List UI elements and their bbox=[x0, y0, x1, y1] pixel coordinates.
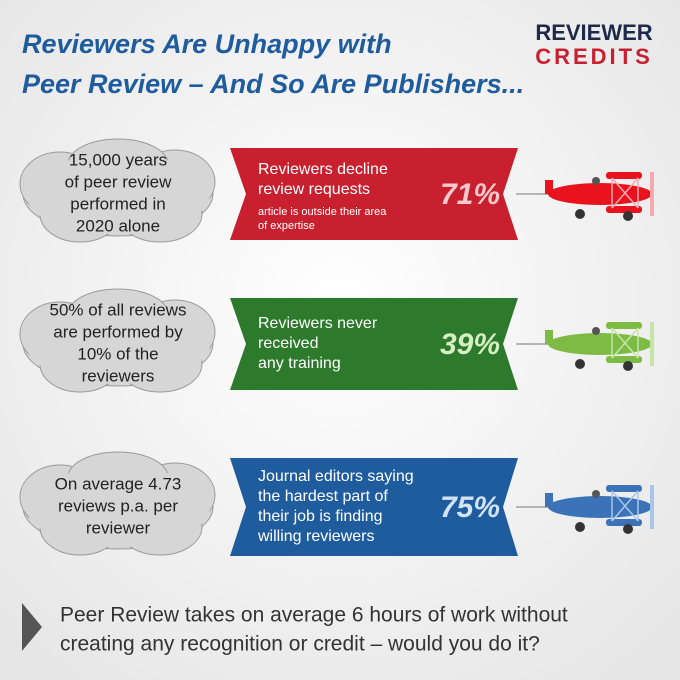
percent: 75% bbox=[440, 491, 500, 524]
banner-text: willing reviewers bbox=[257, 528, 374, 545]
cloud-text: of peer review bbox=[65, 172, 172, 191]
wing bbox=[606, 485, 642, 492]
plane bbox=[545, 485, 654, 534]
footer-arrow bbox=[22, 603, 42, 651]
wheel bbox=[623, 211, 633, 221]
banner bbox=[230, 148, 518, 240]
banner-text: their job is finding bbox=[258, 508, 383, 525]
title-line: Peer Review – And So Are Publishers... bbox=[22, 69, 524, 99]
plane bbox=[545, 172, 654, 221]
cloud-core bbox=[26, 304, 210, 384]
wing bbox=[606, 172, 642, 179]
wheel bbox=[575, 209, 585, 219]
cloud bbox=[19, 138, 216, 243]
wheel bbox=[575, 359, 585, 369]
banner-text: Journal editors saying bbox=[258, 468, 414, 485]
wheel bbox=[575, 522, 585, 532]
struts bbox=[611, 177, 639, 209]
propeller bbox=[650, 322, 654, 366]
fuselage bbox=[548, 333, 652, 355]
banner-note: article is outside their area bbox=[258, 206, 387, 218]
struts bbox=[611, 327, 639, 359]
cloud-text: On average 4.73 bbox=[55, 474, 182, 493]
wing bbox=[606, 206, 642, 213]
percent: 71% bbox=[440, 178, 500, 211]
tail bbox=[545, 330, 553, 344]
banner-text: the hardest part of bbox=[258, 488, 388, 505]
cloud-text: 10% of the bbox=[77, 344, 158, 363]
fuselage bbox=[548, 183, 652, 205]
propeller bbox=[650, 172, 654, 216]
banner-text: review requests bbox=[258, 181, 370, 198]
banner-text: received bbox=[258, 335, 318, 352]
wheel bbox=[623, 524, 633, 534]
logo-top: REVIEWER bbox=[535, 20, 652, 45]
footer-line: Peer Review takes on average 6 hours of … bbox=[60, 604, 568, 627]
cloud-text: 15,000 years bbox=[69, 150, 167, 169]
tail bbox=[545, 493, 553, 507]
cloud-text: are performed by bbox=[53, 322, 183, 341]
banner-note: of expertise bbox=[258, 220, 315, 232]
cloud bbox=[19, 288, 216, 393]
cloud bbox=[19, 451, 216, 556]
title-line: Reviewers Are Unhappy with bbox=[22, 29, 392, 59]
struts bbox=[611, 490, 639, 522]
footer-line: creating any recognition or credit – wou… bbox=[60, 633, 540, 656]
percent: 39% bbox=[440, 328, 500, 361]
banner-text: Reviewers never bbox=[258, 315, 378, 332]
wing bbox=[606, 519, 642, 526]
cloud-text: 2020 alone bbox=[76, 216, 160, 235]
plane bbox=[545, 322, 654, 371]
cloud-text: 50% of all reviews bbox=[49, 300, 186, 319]
banner-text: any training bbox=[258, 355, 341, 372]
fuselage bbox=[548, 496, 652, 518]
pilot bbox=[592, 490, 600, 498]
banner bbox=[230, 298, 518, 390]
cloud-core bbox=[26, 467, 210, 547]
cloud-text: reviewers bbox=[82, 366, 155, 385]
banner bbox=[230, 458, 518, 556]
tail bbox=[545, 180, 553, 194]
wing bbox=[606, 356, 642, 363]
logo-bottom: CREDITS bbox=[535, 44, 653, 69]
pilot bbox=[592, 177, 600, 185]
wing bbox=[606, 322, 642, 329]
cloud-text: reviewer bbox=[86, 518, 151, 537]
wheel bbox=[623, 361, 633, 371]
cloud-core bbox=[26, 154, 210, 234]
cloud-text: reviews p.a. per bbox=[58, 496, 178, 515]
propeller bbox=[650, 485, 654, 529]
cloud-text: performed in bbox=[70, 194, 165, 213]
pilot bbox=[592, 327, 600, 335]
banner-text: Reviewers decline bbox=[258, 161, 388, 178]
